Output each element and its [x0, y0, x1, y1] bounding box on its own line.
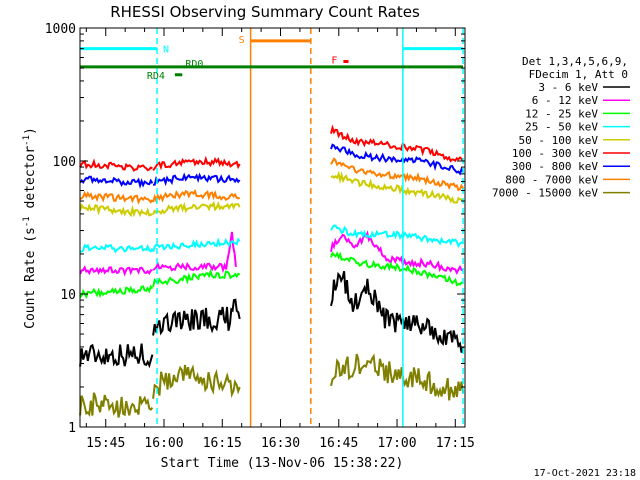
annotation-label-s: S [239, 35, 245, 46]
x-tick-label-3: 16:15 [203, 436, 242, 451]
y-tick-label-2: 10 [60, 288, 76, 303]
legend-header-2: FDecim 1, Att 0 [529, 68, 628, 81]
series-line-2-seg1 [79, 265, 153, 277]
series-line-9-seg1 [79, 392, 154, 418]
series-line-6-seg3 [330, 124, 464, 163]
legend-label-3: 12 - 25 keV [525, 107, 598, 120]
legend-header-1: Det 1,3,4,5,6,9, [522, 55, 628, 68]
series-layer [79, 124, 465, 418]
series-line-5-seg1 [79, 202, 153, 218]
y-axis-label-mid: detector [23, 146, 38, 217]
series-line-8-seg2 [152, 188, 241, 204]
legend-label-2: 6 - 12 keV [532, 94, 599, 107]
legend-label-6: 100 - 300 keV [512, 147, 598, 160]
annotation-label-rd4: RD4 [147, 71, 165, 82]
y-axis-label-end: ) [23, 127, 38, 135]
series-line-1-seg2 [152, 298, 241, 336]
y-axis-label: Count Rate (s-1 detector-1) [22, 127, 38, 329]
legend-label-5: 50 - 100 keV [519, 134, 599, 147]
series-line-8-seg1 [79, 190, 154, 205]
y-axis-label-sup: -1 [22, 216, 32, 227]
series-line-1-seg1 [79, 343, 154, 369]
legend: Det 1,3,4,5,6,9,FDecim 1, Att 03 - 6 keV… [492, 55, 630, 200]
series-line-7-seg1 [79, 175, 154, 189]
series-line-4-seg3 [330, 224, 464, 249]
annotation-layer: N S F RD0 RD4 [80, 35, 464, 82]
series-line-3-seg1 [79, 284, 154, 300]
legend-label-7: 300 - 800 keV [512, 160, 598, 173]
x-tick-label-6: 17:00 [377, 436, 416, 451]
series-line-9-seg3 [330, 353, 465, 401]
chart-title: RHESSI Observing Summary Count Rates [110, 3, 420, 21]
series-line-5-seg3 [330, 170, 464, 204]
y-axis: 1 10 100 1000 [45, 22, 465, 436]
annotation-label-f: F [331, 55, 337, 66]
legend-label-8: 800 - 7000 keV [505, 173, 598, 186]
series-line-8-seg3 [330, 157, 464, 192]
series-line-3-seg2 [152, 268, 241, 288]
y-axis-label-main: Count Rate (s [23, 227, 38, 329]
x-axis-label: Start Time (13-Nov-06 15:38:22) [161, 456, 404, 471]
x-tick-label-5: 16:45 [319, 436, 358, 451]
y-tick-label-3: 100 [53, 155, 76, 170]
series-line-9-seg2 [152, 364, 241, 399]
y-axis-label-sup2: -1 [22, 135, 32, 146]
annotation-label-rd0: RD0 [185, 59, 203, 70]
series-line-4-seg2 [152, 237, 241, 253]
x-axis: 15:45 16:00 16:15 16:30 16:45 17:00 17:15 [85, 28, 475, 451]
legend-label-9: 7000 - 15000 keV [492, 187, 598, 200]
annotation-label-n: N [163, 45, 169, 56]
y-tick-label-1: 1 [68, 421, 76, 436]
series-line-4-seg1 [79, 243, 154, 254]
y-tick-label-4: 1000 [45, 22, 76, 37]
footer-timestamp: 17-Oct-2021 23:18 [534, 468, 636, 479]
series-line-3-seg3 [330, 251, 464, 287]
x-tick-label-1: 15:45 [86, 436, 125, 451]
series-line-1-seg3 [330, 270, 465, 353]
series-line-5-seg2 [152, 200, 241, 215]
series-line-6-seg2 [152, 155, 241, 172]
x-tick-label-2: 16:00 [144, 436, 183, 451]
series-line-2-seg3 [330, 230, 464, 275]
series-line-6-seg1 [79, 158, 153, 172]
plot-frame [79, 27, 466, 428]
x-tick-label-4: 16:30 [261, 436, 300, 451]
vline-layer [156, 28, 464, 427]
series-line-7-seg2 [152, 172, 241, 187]
legend-label-4: 25 - 50 keV [525, 121, 598, 134]
series-line-2-seg2 [152, 231, 237, 274]
legend-label-1: 3 - 6 keV [538, 81, 598, 94]
series-line-7-seg3 [330, 143, 464, 176]
x-tick-label-7: 17:15 [436, 436, 475, 451]
